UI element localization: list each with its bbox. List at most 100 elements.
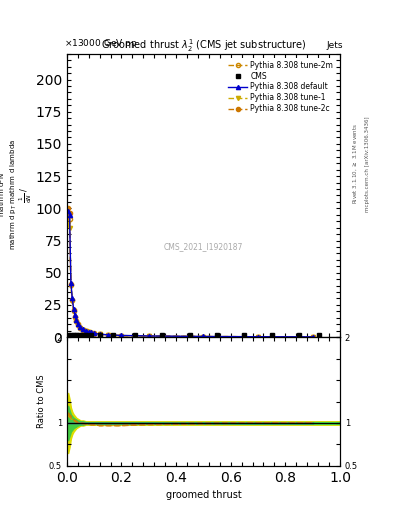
Y-axis label: Ratio to CMS: Ratio to CMS [37, 375, 46, 429]
Text: mathrm d$^2$N
mathrm d p$_T$ mathrm d lambda: mathrm d$^2$N mathrm d p$_T$ mathrm d la… [0, 139, 19, 250]
Line: CMS: CMS [66, 332, 322, 337]
CMS [68, 331, 73, 337]
Line: Pythia 8.308 tune-2m: Pythia 8.308 tune-2m [66, 212, 315, 339]
Pythia 8.308 tune-2m [71, 308, 76, 314]
Pythia 8.308 tune-2m [73, 314, 77, 320]
Pythia 8.308 tune-1 [146, 333, 151, 339]
Pythia 8.308 tune-1 [89, 330, 94, 336]
Text: $\times$13000 GeV pp: $\times$13000 GeV pp [64, 36, 138, 50]
Pythia 8.308 default [75, 321, 80, 327]
Pythia 8.308 tune-2m [105, 332, 110, 338]
Pythia 8.308 tune-2m [70, 297, 75, 304]
CMS [215, 331, 219, 337]
Pythia 8.308 default [70, 295, 75, 302]
Pythia 8.308 tune-2c [66, 205, 70, 211]
Pythia 8.308 tune-1 [66, 221, 70, 227]
Pythia 8.308 default [89, 329, 94, 335]
Pythia 8.308 default [67, 211, 72, 218]
Pythia 8.308 default [81, 326, 86, 332]
Pythia 8.308 tune-2c [146, 333, 151, 339]
CMS [317, 331, 322, 337]
Pythia 8.308 tune-2m [310, 334, 315, 340]
Line: Pythia 8.308 tune-2c: Pythia 8.308 tune-2c [66, 206, 315, 339]
Pythia 8.308 tune-2c [74, 318, 79, 324]
Pythia 8.308 tune-1 [78, 325, 83, 331]
Pythia 8.308 default [68, 280, 73, 286]
Pythia 8.308 tune-2c [70, 296, 75, 303]
Pythia 8.308 default [78, 325, 83, 331]
Pythia 8.308 tune-1 [105, 332, 110, 338]
Pythia 8.308 default [73, 312, 77, 318]
Pythia 8.308 tune-2c [310, 334, 315, 340]
Pythia 8.308 tune-1 [86, 329, 91, 335]
CMS [297, 331, 301, 337]
Pythia 8.308 tune-2m [68, 282, 73, 288]
CMS [187, 331, 192, 337]
Pythia 8.308 default [146, 333, 151, 339]
Pythia 8.308 tune-1 [84, 328, 88, 334]
Pythia 8.308 tune-1 [71, 308, 76, 314]
Pythia 8.308 default [105, 332, 110, 338]
Line: Pythia 8.308 tune-1: Pythia 8.308 tune-1 [66, 222, 315, 339]
CMS [242, 331, 247, 337]
Pythia 8.308 tune-2m [84, 328, 88, 334]
Pythia 8.308 tune-2m [75, 322, 80, 328]
Pythia 8.308 default [66, 208, 70, 214]
Pythia 8.308 tune-2c [256, 334, 261, 340]
Pythia 8.308 tune-2c [75, 321, 80, 327]
Pythia 8.308 tune-1 [67, 225, 72, 231]
Pythia 8.308 tune-2c [78, 325, 83, 331]
Pythia 8.308 tune-1 [70, 298, 75, 304]
Pythia 8.308 tune-2m [201, 333, 206, 339]
Pythia 8.308 tune-2m [97, 331, 102, 337]
Pythia 8.308 tune-1 [310, 334, 315, 340]
Text: $\frac{1}{\mathrm{d}N}$ /: $\frac{1}{\mathrm{d}N}$ / [17, 186, 34, 203]
Pythia 8.308 tune-2c [105, 332, 110, 338]
CMS [269, 331, 274, 337]
Pythia 8.308 tune-2m [86, 329, 91, 335]
Pythia 8.308 tune-2c [201, 333, 206, 339]
CMS [71, 331, 76, 337]
Pythia 8.308 tune-1 [75, 322, 80, 328]
Pythia 8.308 tune-2m [92, 330, 97, 336]
Pythia 8.308 tune-2m [256, 334, 261, 340]
Pythia 8.308 tune-2m [146, 333, 151, 339]
Pythia 8.308 tune-2c [84, 328, 88, 334]
Text: Rivet 3.1.10, $\geq$ 3.1M events: Rivet 3.1.10, $\geq$ 3.1M events [352, 123, 359, 204]
Pythia 8.308 tune-2c [92, 330, 97, 336]
Pythia 8.308 default [92, 330, 97, 336]
Pythia 8.308 tune-2c [97, 331, 102, 337]
Legend: Pythia 8.308 tune-2m, CMS, Pythia 8.308 default, Pythia 8.308 tune-1, Pythia 8.3: Pythia 8.308 tune-2m, CMS, Pythia 8.308 … [225, 57, 336, 116]
CMS [160, 331, 165, 337]
Pythia 8.308 tune-2m [66, 211, 70, 218]
CMS [133, 331, 138, 337]
Pythia 8.308 tune-2c [68, 281, 73, 287]
Pythia 8.308 tune-2m [74, 318, 79, 325]
Pythia 8.308 tune-1 [92, 331, 97, 337]
Pythia 8.308 default [71, 306, 76, 312]
Pythia 8.308 default [97, 331, 102, 337]
Pythia 8.308 tune-1 [256, 334, 261, 340]
Title: Groomed thrust $\lambda_2^1$ (CMS jet substructure): Groomed thrust $\lambda_2^1$ (CMS jet su… [101, 37, 306, 54]
Pythia 8.308 tune-2c [89, 330, 94, 336]
Text: mcplots.cern.ch [arXiv:1306.3436]: mcplots.cern.ch [arXiv:1306.3436] [365, 116, 371, 211]
Pythia 8.308 default [84, 328, 88, 334]
Pythia 8.308 default [256, 334, 261, 340]
Pythia 8.308 tune-2m [89, 330, 94, 336]
Pythia 8.308 default [74, 317, 79, 324]
Pythia 8.308 tune-2c [119, 332, 124, 338]
Pythia 8.308 tune-1 [119, 333, 124, 339]
Pythia 8.308 tune-2m [67, 216, 72, 222]
Pythia 8.308 tune-1 [73, 315, 77, 321]
CMS [74, 331, 79, 337]
CMS [97, 331, 102, 337]
Text: Jets: Jets [326, 40, 343, 50]
CMS [77, 331, 81, 337]
Pythia 8.308 tune-1 [97, 331, 102, 337]
Line: Pythia 8.308 default: Pythia 8.308 default [66, 209, 315, 339]
Pythia 8.308 tune-1 [201, 333, 206, 339]
Pythia 8.308 tune-2m [78, 325, 83, 331]
CMS [66, 331, 70, 337]
Pythia 8.308 tune-1 [81, 327, 86, 333]
CMS [89, 331, 94, 337]
